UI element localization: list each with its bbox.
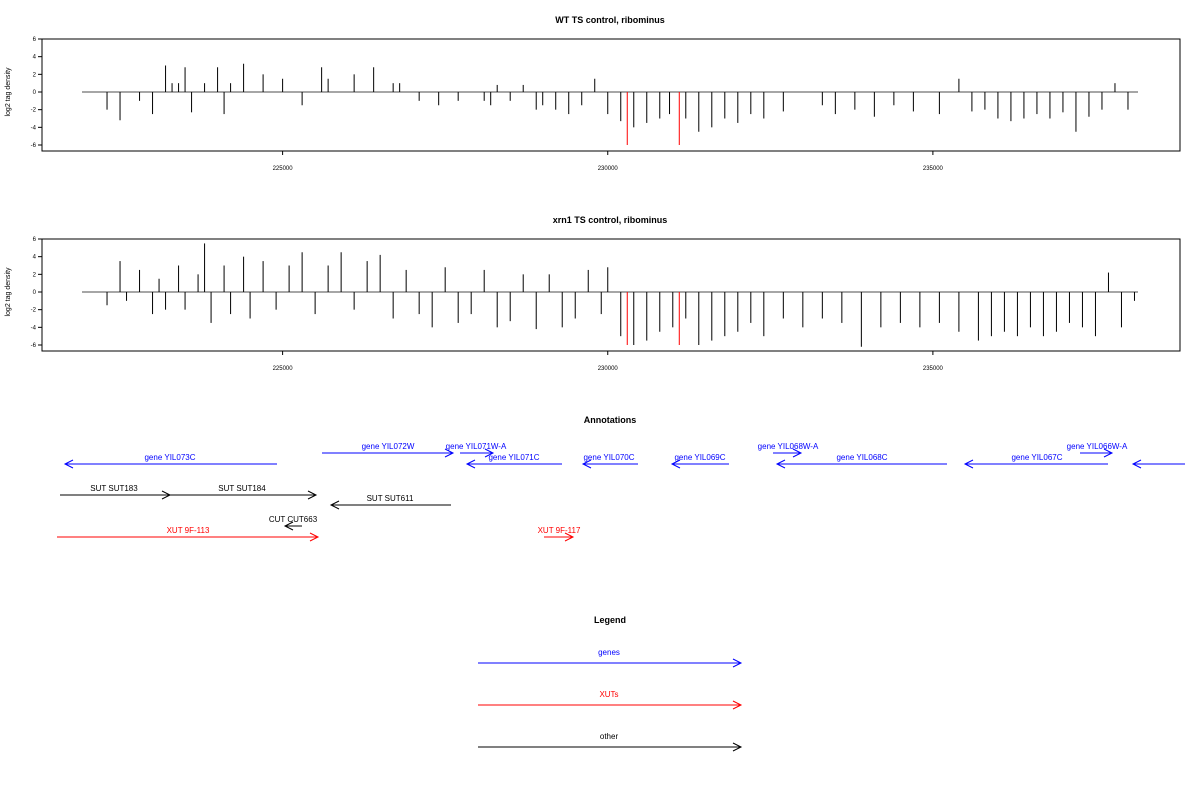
feature-label: gene YIL071W-A: [446, 442, 507, 451]
arrow-head: [732, 658, 743, 668]
feature-label: gene YIL068W-A: [758, 442, 819, 451]
feature-label: SUT SUT184: [218, 484, 266, 493]
feature-arrow: [329, 500, 451, 510]
legend-arrow: [478, 742, 743, 752]
y-tick-label: 2: [33, 272, 37, 278]
y-tick-label: 4: [33, 255, 37, 261]
arrow-head: [963, 459, 974, 469]
feature-arrow: [283, 521, 302, 531]
feature-label: SUT SUT611: [367, 494, 414, 503]
feature-label: gene YIL073C: [144, 453, 195, 462]
x-tick-label: 230000: [598, 366, 619, 372]
y-tick-label: -6: [31, 343, 37, 349]
y-tick-label: -6: [31, 143, 37, 149]
feature-label: XUT 9F-117: [538, 526, 581, 535]
feature-label: gene YIL072W: [362, 442, 415, 451]
wt-bars: [106, 63, 1129, 145]
y-tick-label: 4: [33, 55, 37, 61]
legend-arrow: [478, 658, 743, 668]
xrn1-plot-frame: [41, 238, 1181, 352]
arrow-head: [484, 448, 495, 458]
y-tick-label: 0: [33, 90, 37, 96]
x-tick-label: 225000: [273, 366, 294, 372]
feature-label: gene YIL066W-A: [1067, 442, 1128, 451]
y-tick-label: 6: [33, 37, 37, 43]
wt-plot-frame: [41, 38, 1181, 152]
feature-arrow: [773, 448, 803, 458]
feature-arrow: [1131, 459, 1185, 469]
feature-arrow: [322, 448, 455, 458]
wt-panel-title: WT TS control, ribominus: [555, 15, 665, 25]
feature-arrow: [963, 459, 1108, 469]
feature-label: CUT CUT663: [269, 515, 318, 524]
feature-arrow: [544, 532, 575, 542]
feature-arrow: [670, 459, 729, 469]
arrow-head: [775, 459, 786, 469]
legend-label: other: [600, 732, 619, 741]
arrow-head: [564, 532, 575, 542]
legend-label: genes: [598, 648, 620, 657]
feature-arrow: [460, 448, 495, 458]
arrow-head: [732, 742, 743, 752]
y-tick-label: -2: [31, 108, 37, 114]
y-tick-label: 2: [33, 72, 37, 78]
feature-arrow: [775, 459, 947, 469]
feature-arrow: [465, 459, 562, 469]
arrow-head: [792, 448, 803, 458]
feature-arrow: [581, 459, 638, 469]
y-tick-label: 6: [33, 237, 37, 243]
wt-y-ticks: 6 4 2 0 -2 -4 -6: [31, 37, 42, 149]
feature-label: gene YIL070C: [583, 453, 634, 462]
legend-panel: Legend genes XUTs other: [478, 615, 743, 752]
xrn1-bars: [106, 243, 1135, 347]
y-tick-label: -4: [31, 325, 37, 331]
arrow-head: [283, 521, 294, 531]
arrow-head: [307, 490, 318, 500]
arrow-head: [309, 532, 320, 542]
feature-arrow: [170, 490, 318, 500]
x-tick-label: 235000: [923, 166, 944, 172]
feature-label: SUT SUT183: [90, 484, 138, 493]
legend-arrow: [478, 700, 743, 710]
legend-label: XUTs: [599, 690, 618, 699]
feature-label: gene YIL071C: [488, 453, 539, 462]
feature-label: gene YIL067C: [1011, 453, 1062, 462]
annotation-features: gene YIL073C gene YIL072W gene YIL071W-A ge…: [57, 442, 1185, 542]
arrow-head: [465, 459, 476, 469]
arrow-head: [1131, 459, 1142, 469]
xrn1-x-ticks: 225000 230000 235000: [273, 351, 944, 372]
y-tick-label: -2: [31, 308, 37, 314]
feature-arrow: [63, 459, 277, 469]
arrow-head: [581, 459, 592, 469]
arrow-head: [732, 700, 743, 710]
y-tick-label: 0: [33, 290, 37, 296]
legend-items: genes XUTs other: [478, 648, 743, 752]
xrn1-y-ticks: 6 4 2 0 -2 -4 -6: [31, 237, 42, 349]
wt-panel: WT TS control, ribominus log2 tag densit…: [5, 15, 1181, 172]
feature-label: gene YIL068C: [836, 453, 887, 462]
arrow-head: [63, 459, 74, 469]
feature-arrow: [1080, 448, 1114, 458]
arrow-head: [444, 448, 455, 458]
xrn1-y-axis-label: log2 tag density: [5, 267, 12, 317]
annotations-title: Annotations: [584, 415, 637, 425]
wt-y-axis-label: log2 tag density: [5, 67, 12, 117]
arrow-head: [329, 500, 340, 510]
xrn1-panel-title: xrn1 TS control, ribominus: [553, 215, 668, 225]
xrn1-panel: xrn1 TS control, ribominus log2 tag dens…: [5, 215, 1181, 372]
legend-title: Legend: [594, 615, 626, 625]
y-tick-label: -4: [31, 125, 37, 131]
feature-label: gene YIL069C: [674, 453, 725, 462]
x-tick-label: 235000: [923, 366, 944, 372]
feature-arrow: [57, 532, 320, 542]
arrow-head: [670, 459, 681, 469]
x-tick-label: 225000: [273, 166, 294, 172]
wt-x-ticks: 225000 230000 235000: [273, 151, 944, 172]
x-tick-label: 230000: [598, 166, 619, 172]
feature-label: XUT 9F-113: [167, 526, 210, 535]
arrow-head: [1103, 448, 1114, 458]
